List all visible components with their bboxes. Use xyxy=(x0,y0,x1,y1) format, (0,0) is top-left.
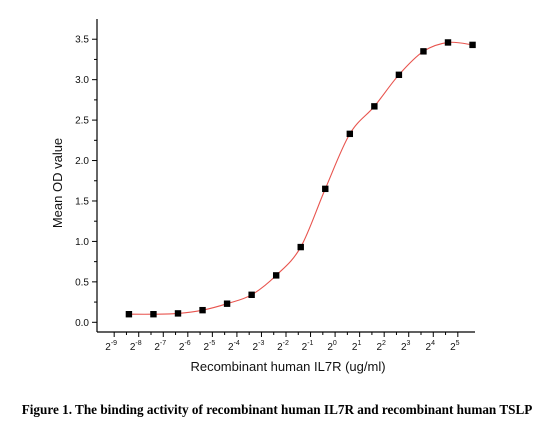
x-tick-label: 25 xyxy=(450,340,460,353)
data-point xyxy=(469,41,476,49)
x-tick-label: 2-6 xyxy=(179,340,191,353)
x-tick-label: 2-4 xyxy=(228,340,240,353)
y-tick-label: 2.0 xyxy=(75,156,89,167)
x-tick-label: 2-5 xyxy=(203,340,215,353)
y-axis-label: Mean OD value xyxy=(50,138,65,228)
data-point xyxy=(297,243,304,251)
x-tick-label: 20 xyxy=(327,340,337,353)
y-tick-label: 0.5 xyxy=(75,277,89,288)
data-point xyxy=(174,310,182,317)
x-tick-label: 2-3 xyxy=(253,340,265,353)
x-tick-label: 2-8 xyxy=(130,340,142,353)
plot-frame xyxy=(96,19,475,333)
x-tick-label: 23 xyxy=(401,340,411,353)
data-point xyxy=(223,300,231,307)
x-tick-label: 2-1 xyxy=(302,340,314,353)
x-tick-label: 2-7 xyxy=(154,340,166,353)
data-point xyxy=(346,130,354,138)
data-points-layer xyxy=(125,39,476,318)
x-tick-label: 22 xyxy=(376,340,386,353)
data-point xyxy=(150,311,157,318)
figure-caption: Figure 1. The binding activity of recomb… xyxy=(21,402,533,417)
x-tick-label: 2-2 xyxy=(277,340,289,353)
x-tick-label: 2-9 xyxy=(105,340,117,353)
y-tick-label: 1.0 xyxy=(75,237,89,248)
x-tick-label: 24 xyxy=(426,340,436,353)
tick-layer: 0.0 0.5 1.0 1.5 2.0 2.5 3.0 3.5 2-9 2-8 2-7 2-6 2-5 2… xyxy=(75,35,460,353)
data-point xyxy=(272,272,280,279)
x-tick-label: 21 xyxy=(352,340,362,353)
y-tick-label: 3.0 xyxy=(75,75,89,86)
fit-curve xyxy=(128,41,473,315)
y-tick-label: 2.5 xyxy=(75,116,89,127)
data-point xyxy=(322,185,329,193)
data-point xyxy=(420,48,427,55)
data-point xyxy=(125,311,133,318)
fit-curve-layer xyxy=(128,41,473,315)
data-point xyxy=(199,306,206,314)
y-tick-label: 1.5 xyxy=(75,196,89,207)
y-tick-label: 3.5 xyxy=(75,35,89,46)
data-point xyxy=(395,71,403,79)
data-point xyxy=(248,291,255,298)
x-axis-label: Recombinant human IL7R (ug/ml) xyxy=(190,359,385,374)
data-point xyxy=(371,103,378,110)
y-tick-label: 0.0 xyxy=(75,318,89,329)
data-point xyxy=(444,39,452,46)
